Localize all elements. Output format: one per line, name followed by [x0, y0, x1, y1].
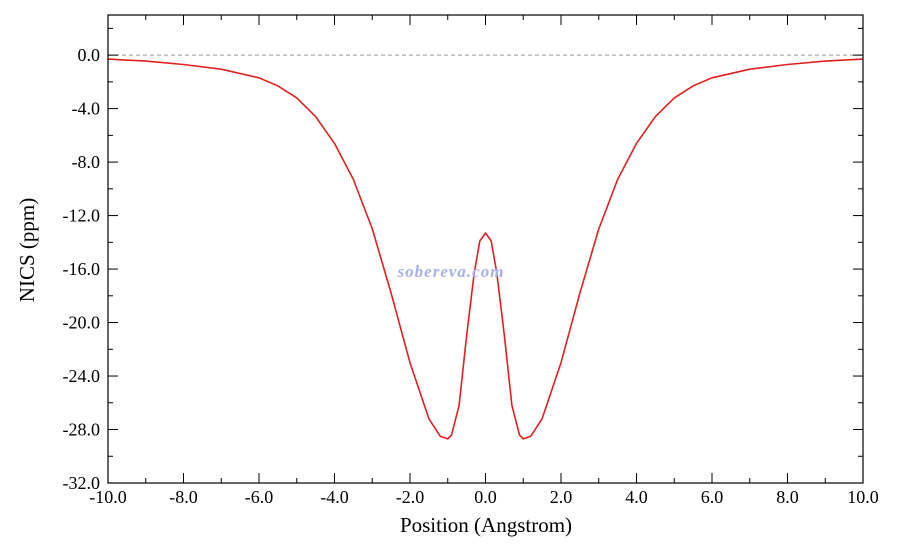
x-tick-label: -4.0	[320, 487, 349, 507]
y-tick-label: 0.0	[78, 45, 101, 65]
y-tick-label: -16.0	[63, 259, 101, 279]
x-tick-label: 2.0	[550, 487, 573, 507]
plot-frame	[107, 14, 864, 484]
y-tick-label: -32.0	[63, 473, 101, 493]
y-tick-label: -28.0	[63, 420, 101, 440]
y-tick-label: -20.0	[63, 313, 101, 333]
series-line-0	[107, 58, 864, 440]
x-tick-label: -8.0	[169, 487, 198, 507]
x-tick-label: 0.0	[474, 487, 497, 507]
x-tick-label: 4.0	[625, 487, 648, 507]
x-tick-label: -2.0	[396, 487, 425, 507]
plot-area	[107, 14, 864, 484]
y-axis-label: NICS (ppm)	[15, 198, 39, 302]
watermark: sobereva.com	[397, 262, 505, 281]
x-tick-label: 8.0	[776, 487, 799, 507]
x-tick-label: 6.0	[701, 487, 724, 507]
y-tick-label: -12.0	[63, 206, 101, 226]
y-axis-ticks: 0.0 -4.0 -8.0 -12.0 -16.0 -20.0 -24.0 -28.0 -32.…	[63, 27, 863, 493]
x-axis-ticks: -10.0 -8.0 -6.0 -4.0 -2.0 0.0 2.0 4.0 6.0 8.0 10.0	[89, 15, 879, 507]
x-tick-label: 10.0	[847, 487, 879, 507]
x-tick-label: -6.0	[245, 487, 274, 507]
x-tick-label: -10.0	[89, 487, 127, 507]
y-tick-label: -4.0	[72, 99, 101, 119]
y-tick-label: -24.0	[63, 366, 101, 386]
y-tick-label: -8.0	[72, 152, 101, 172]
x-axis-label: Position (Angstrom)	[400, 513, 572, 537]
